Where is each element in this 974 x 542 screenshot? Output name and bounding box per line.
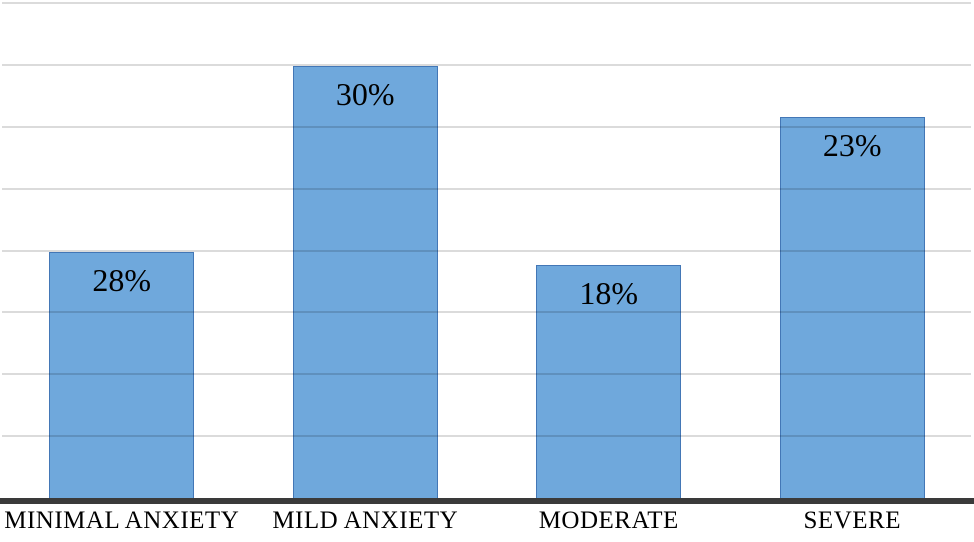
bar-value-label: 18%	[579, 275, 639, 311]
gridline	[2, 63, 971, 66]
bar-severe: 23%	[779, 117, 925, 498]
category-label-severe: SEVERE	[803, 507, 901, 534]
bar-moderate: 18%	[536, 265, 682, 498]
category-label-mild-anxiety: MILD ANXIETY	[272, 507, 459, 534]
bar-value-label: 28%	[92, 262, 152, 298]
bar-value-label: 23%	[822, 127, 882, 163]
plot-area: 28% 30% 18% 23%	[2, 2, 971, 498]
bar-value-label: 30%	[335, 76, 395, 112]
x-axis-category-labels: MINIMAL ANXIETY MILD ANXIETY MODERATE SEVER…	[0, 507, 974, 535]
category-label-minimal-anxiety: MINIMAL ANXIETY	[4, 507, 240, 534]
bar-mild-anxiety: 30%	[292, 66, 438, 498]
gridline	[2, 2, 971, 4]
x-axis-line	[0, 498, 974, 504]
bar-minimal-anxiety: 28%	[49, 252, 195, 498]
category-label-moderate: MODERATE	[538, 507, 679, 534]
